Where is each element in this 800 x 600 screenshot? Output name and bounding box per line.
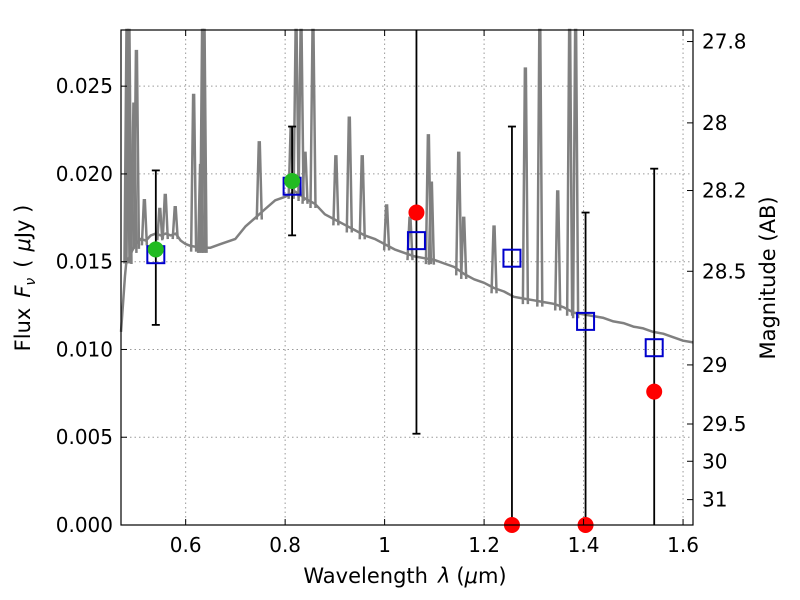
emission-line-spike (332, 155, 340, 226)
emission-line-spike (459, 216, 468, 279)
emission-line-spike (140, 199, 149, 246)
emission-line-spike (490, 225, 498, 294)
y2-tick-label: 29 (702, 353, 727, 377)
x-axis-title: Wavelength λ (μm) (303, 564, 506, 588)
non-detection-point (646, 383, 663, 400)
model-photometry-square (644, 338, 664, 358)
x-tick-label: 1.4 (568, 533, 600, 557)
y-tick-label: 0.025 (56, 74, 113, 98)
emission-line-spike (255, 141, 264, 220)
y-tick-label: 0.015 (56, 250, 113, 274)
grid (121, 30, 693, 526)
y-tick-label: 0.020 (56, 162, 113, 186)
emission-line-spike (345, 116, 354, 233)
x-tick-label: 1.2 (468, 533, 500, 557)
y2-tick-label: 30 (702, 449, 727, 473)
emission-line-spike (189, 93, 198, 252)
x-tick-label: 0.6 (170, 533, 202, 557)
y2-tick-label: 28.2 (702, 179, 747, 203)
emission-line-spike (565, 28, 574, 316)
emission-line-spike (536, 28, 544, 307)
emission-line-spike (553, 190, 562, 311)
x-tick-label: 1.6 (667, 533, 699, 557)
emission-line-spike (132, 49, 141, 249)
y2-tick-label: 27.8 (702, 30, 747, 54)
detection-point (284, 172, 301, 189)
emission-line-spike (358, 155, 366, 240)
plot-frame (120, 29, 694, 526)
y2-axis-title: Magnitude (AB) (756, 196, 780, 359)
x-tick-label: 1 (378, 533, 391, 557)
non-detection-point (408, 204, 425, 221)
emission-line-spike (382, 204, 391, 251)
x-tick-label: 0.8 (269, 533, 301, 557)
y-axis-title: FluxFν(μJy ) (11, 205, 39, 352)
model-photometry-square (406, 231, 426, 251)
emission-line-spike (454, 151, 463, 276)
y-tick-label: 0.005 (56, 425, 113, 449)
detection-point (147, 241, 164, 258)
y2-tick-label: 31 (702, 488, 727, 512)
y2-tick-label: 29.5 (702, 412, 747, 436)
emission-line-spike (171, 206, 179, 240)
model-photometry-square (576, 311, 596, 331)
y-tick-label: 0.010 (56, 337, 113, 361)
model-photometry-square (502, 248, 522, 268)
y2-tick-label: 28 (702, 111, 727, 135)
emission-line-spike (521, 67, 530, 305)
emission-line-spike (161, 193, 170, 240)
axes: 0.6 0.8 1 1.2 1.4 1.6 0.000 0.005 0.010 0.015 0.02… (56, 30, 747, 557)
y2-tick-label: 28.5 (702, 259, 747, 283)
emission-line-spike (309, 28, 317, 209)
emission-line-spike (427, 181, 436, 265)
emission-line-spike (156, 207, 164, 241)
plot-area (119, 28, 694, 533)
y-tick-label: 0.000 (56, 513, 113, 537)
emission-line-spike (301, 151, 309, 204)
